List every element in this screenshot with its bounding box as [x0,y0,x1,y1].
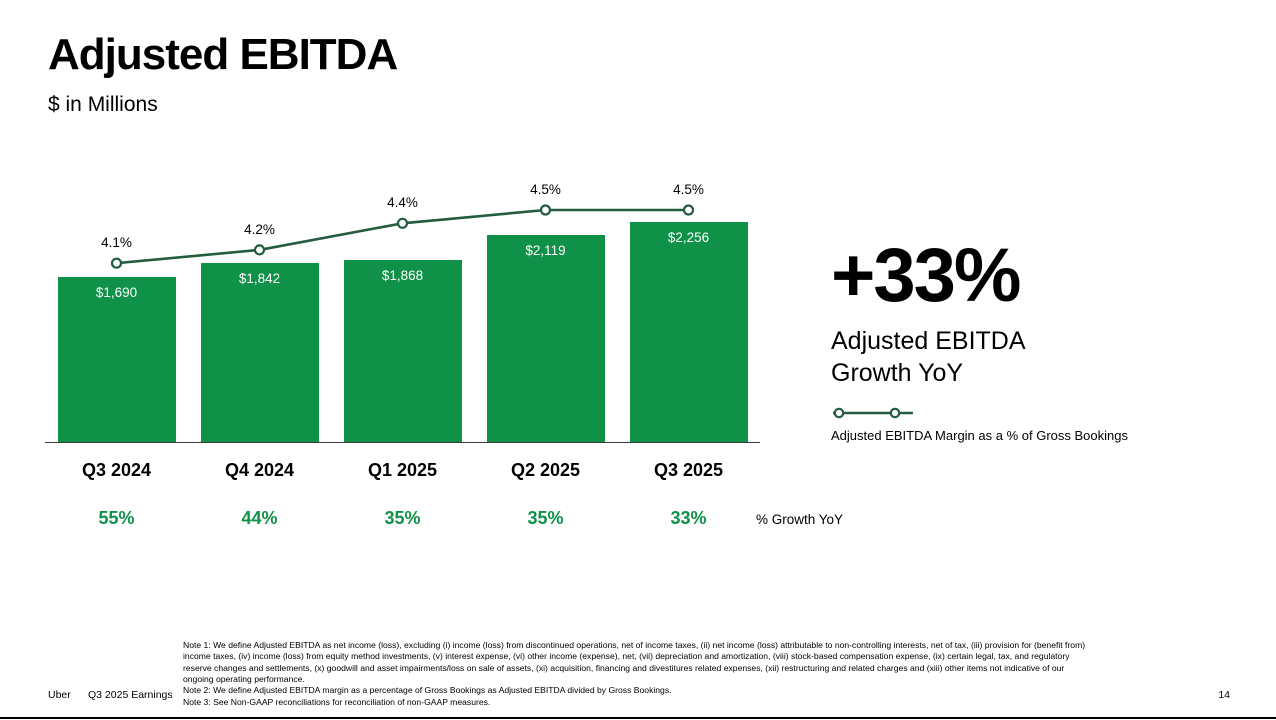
x-axis-category-labels: Q3 2024 Q4 2024 Q1 2025 Q2 2025 Q3 2025 [45,460,760,486]
footnote-3: Note 3: See Non-GAAP reconciliations for… [183,696,491,707]
footer-brand: Uber [48,689,71,701]
footnote-1: Note 1: We define Adjusted EBITDA as net… [183,640,1086,685]
margin-legend-label: Adjusted EBITDA Margin as a % of Gross B… [831,428,1128,443]
category-label-q3-2025: Q3 2025 [653,460,724,480]
margin-legend-line-icon [833,407,913,419]
growth-highlight-value: +33% [831,233,1022,318]
growth-row-label: % Growth YoY [756,512,844,527]
growth-yoy-row: % Growth YoY 55% 44% 35% 35% 33% [45,508,925,534]
margin-percent-label: 4.1% [101,235,132,251]
bottom-rule [0,717,1276,719]
bar-q4-2024: $1,842 [200,262,319,443]
margin-percent-label: 4.4% [387,195,418,211]
page-subtitle: $ in Millions [48,93,158,116]
growth-label-q3-2024: 55% [98,508,135,528]
margin-percent-label: 4.5% [673,182,704,197]
page-title: Adjusted EBITDA [48,30,398,79]
footnote-2: Note 2: We define Adjusted EBITDA margin… [183,685,672,696]
footnotes: Note 1: We define Adjusted EBITDA as net… [183,640,1091,708]
bar-value-label: $1,868 [381,268,424,284]
growth-highlight-label: Adjusted EBITDA Growth YoY [831,327,1026,387]
category-label-q3-2024: Q3 2024 [81,460,152,480]
growth-label-q2-2025: 35% [527,508,564,528]
bar-value-label: $1,690 [95,285,138,301]
bar-q1-2025: $1,868 [343,260,462,443]
bar-value-label: $1,842 [238,270,281,286]
bar-q3-2024: $1,690 [57,277,176,443]
bar-q3-2025: $2,256 [629,222,748,443]
margin-percent-label: 4.2% [244,221,275,237]
footer-page-number: 14 [1218,689,1230,701]
bar-q2-2025: $2,119 [486,235,605,443]
category-label-q1-2025: Q1 2025 [367,460,438,480]
footer-deck-title: Q3 2025 Earnings [88,689,173,701]
category-label-q2-2025: Q2 2025 [510,460,581,480]
x-axis-line [45,442,760,443]
bar-value-label: $2,119 [525,243,566,259]
growth-label-q1-2025: 35% [384,508,421,528]
margin-percent-label: 4.5% [530,182,561,197]
ebitda-bar-chart: $1,690 4.1% $1,842 4.2% $1,868 4.4% $2,119 4.5%… [45,170,760,443]
bar-value-label: $2,256 [667,230,710,245]
category-label-q4-2024: Q4 2024 [224,460,295,480]
growth-label-q3-2025: 33% [670,508,707,528]
growth-label-q4-2024: 44% [241,508,278,528]
margin-line-series [110,204,695,269]
highlight-panel: +33% Adjusted EBITDA Growth YoY Adjusted … [831,233,1231,444]
